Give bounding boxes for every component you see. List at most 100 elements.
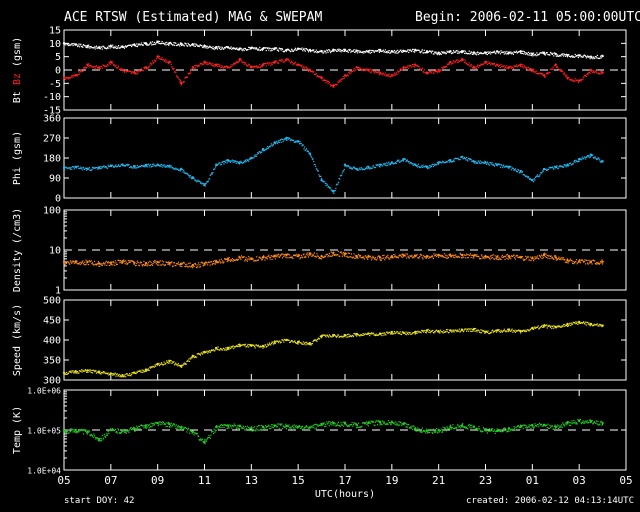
- speed-sample: [358, 334, 360, 336]
- speed-sample: [599, 324, 602, 326]
- temp-sample: [259, 429, 261, 431]
- speed-sample: [353, 332, 355, 335]
- speed-sample: [415, 331, 418, 333]
- density-sample: [108, 264, 111, 267]
- temp-sample: [127, 430, 129, 432]
- phi-sample: [525, 176, 527, 178]
- temp-sample: [166, 425, 168, 427]
- phi-sample: [196, 180, 198, 182]
- bt-sample: [506, 50, 508, 53]
- temp-sample: [209, 437, 211, 439]
- phi-sample: [438, 163, 440, 165]
- temp-sample: [89, 434, 91, 436]
- speed-sample: [448, 332, 450, 334]
- bt-sample: [421, 50, 423, 52]
- bt-sample: [64, 44, 66, 46]
- density-sample: [365, 256, 368, 258]
- temp-sample: [186, 431, 188, 433]
- density-sample: [182, 262, 184, 264]
- phi-point: [601, 160, 604, 163]
- density-sample: [358, 255, 360, 257]
- speed-sample: [551, 327, 553, 330]
- speed-sample: [244, 345, 246, 347]
- speed-sample: [406, 334, 408, 336]
- density-sample: [398, 255, 400, 257]
- bt-sample: [551, 53, 553, 55]
- density-sample: [431, 255, 433, 257]
- bz-sample: [541, 73, 543, 75]
- bz-sample: [134, 73, 136, 75]
- density-sample: [326, 254, 328, 256]
- density-sample: [530, 260, 532, 262]
- density-sample: [386, 256, 388, 258]
- speed-sample: [209, 351, 211, 353]
- phi-sample: [349, 166, 351, 168]
- bz-sample: [167, 61, 169, 63]
- speed-sample: [441, 331, 444, 333]
- bt-sample: [321, 50, 323, 52]
- bt-sample: [571, 55, 573, 57]
- density-sample: [564, 261, 567, 263]
- bz-sample: [477, 66, 479, 69]
- speed-sample: [564, 325, 566, 327]
- temp-sample: [251, 430, 253, 432]
- density-sample: [134, 264, 137, 267]
- speed-sample: [87, 371, 89, 373]
- bt-sample: [160, 42, 163, 44]
- speed-sample: [570, 324, 572, 327]
- bz-sample: [204, 63, 206, 65]
- bz-sample: [172, 68, 174, 71]
- phi-sample: [464, 157, 466, 160]
- speed-sample: [343, 335, 345, 337]
- bz-sample: [337, 81, 339, 83]
- temp-sample: [68, 432, 70, 434]
- phi-sample: [521, 171, 524, 173]
- phi-sample: [73, 166, 75, 168]
- bz-sample: [146, 67, 148, 69]
- speed-sample: [159, 363, 161, 365]
- temp-sample: [108, 429, 111, 432]
- begin-value: 2006-02-11 05:00:00UTC: [469, 10, 640, 25]
- speed-sample: [574, 323, 576, 325]
- phi-sample: [158, 165, 161, 167]
- speed-sample: [534, 326, 536, 328]
- bz-sample: [498, 64, 500, 67]
- density-sample: [230, 259, 232, 261]
- density-sample: [434, 254, 436, 256]
- density-sample: [496, 258, 498, 260]
- bz-sample: [72, 76, 74, 78]
- phi-sample: [292, 139, 294, 141]
- phi-sample: [430, 165, 433, 168]
- temp-sample: [125, 432, 127, 434]
- speed-sample: [415, 332, 417, 334]
- bz-sample: [198, 65, 200, 67]
- phi-point: [168, 164, 171, 167]
- speed-sample: [218, 349, 220, 351]
- temp-sample: [260, 428, 262, 430]
- phi-sample: [93, 166, 95, 168]
- bz-sample: [66, 77, 68, 80]
- bt-sample: [328, 49, 330, 51]
- speed-sample: [272, 343, 274, 345]
- speed-sample: [432, 329, 434, 332]
- bt-sample: [398, 51, 401, 53]
- density-sample: [592, 259, 595, 261]
- bz-sample: [117, 65, 120, 67]
- bz-sample: [143, 67, 145, 69]
- bz-sample: [452, 60, 455, 62]
- bt-sample: [126, 45, 128, 48]
- bt-point: [554, 52, 557, 56]
- speed-sample: [572, 321, 574, 324]
- density-sample: [99, 265, 101, 267]
- phi-sample: [171, 167, 173, 169]
- phi-sample: [390, 163, 392, 165]
- bz-sample: [382, 72, 384, 74]
- bz-sample: [205, 61, 207, 63]
- phi-sample: [571, 163, 573, 166]
- bz-sample: [401, 69, 403, 71]
- phi-sample: [540, 172, 542, 174]
- density-sample: [321, 255, 323, 258]
- bt-sample: [330, 51, 332, 54]
- speed-sample: [498, 329, 500, 331]
- bt-sample: [115, 45, 117, 47]
